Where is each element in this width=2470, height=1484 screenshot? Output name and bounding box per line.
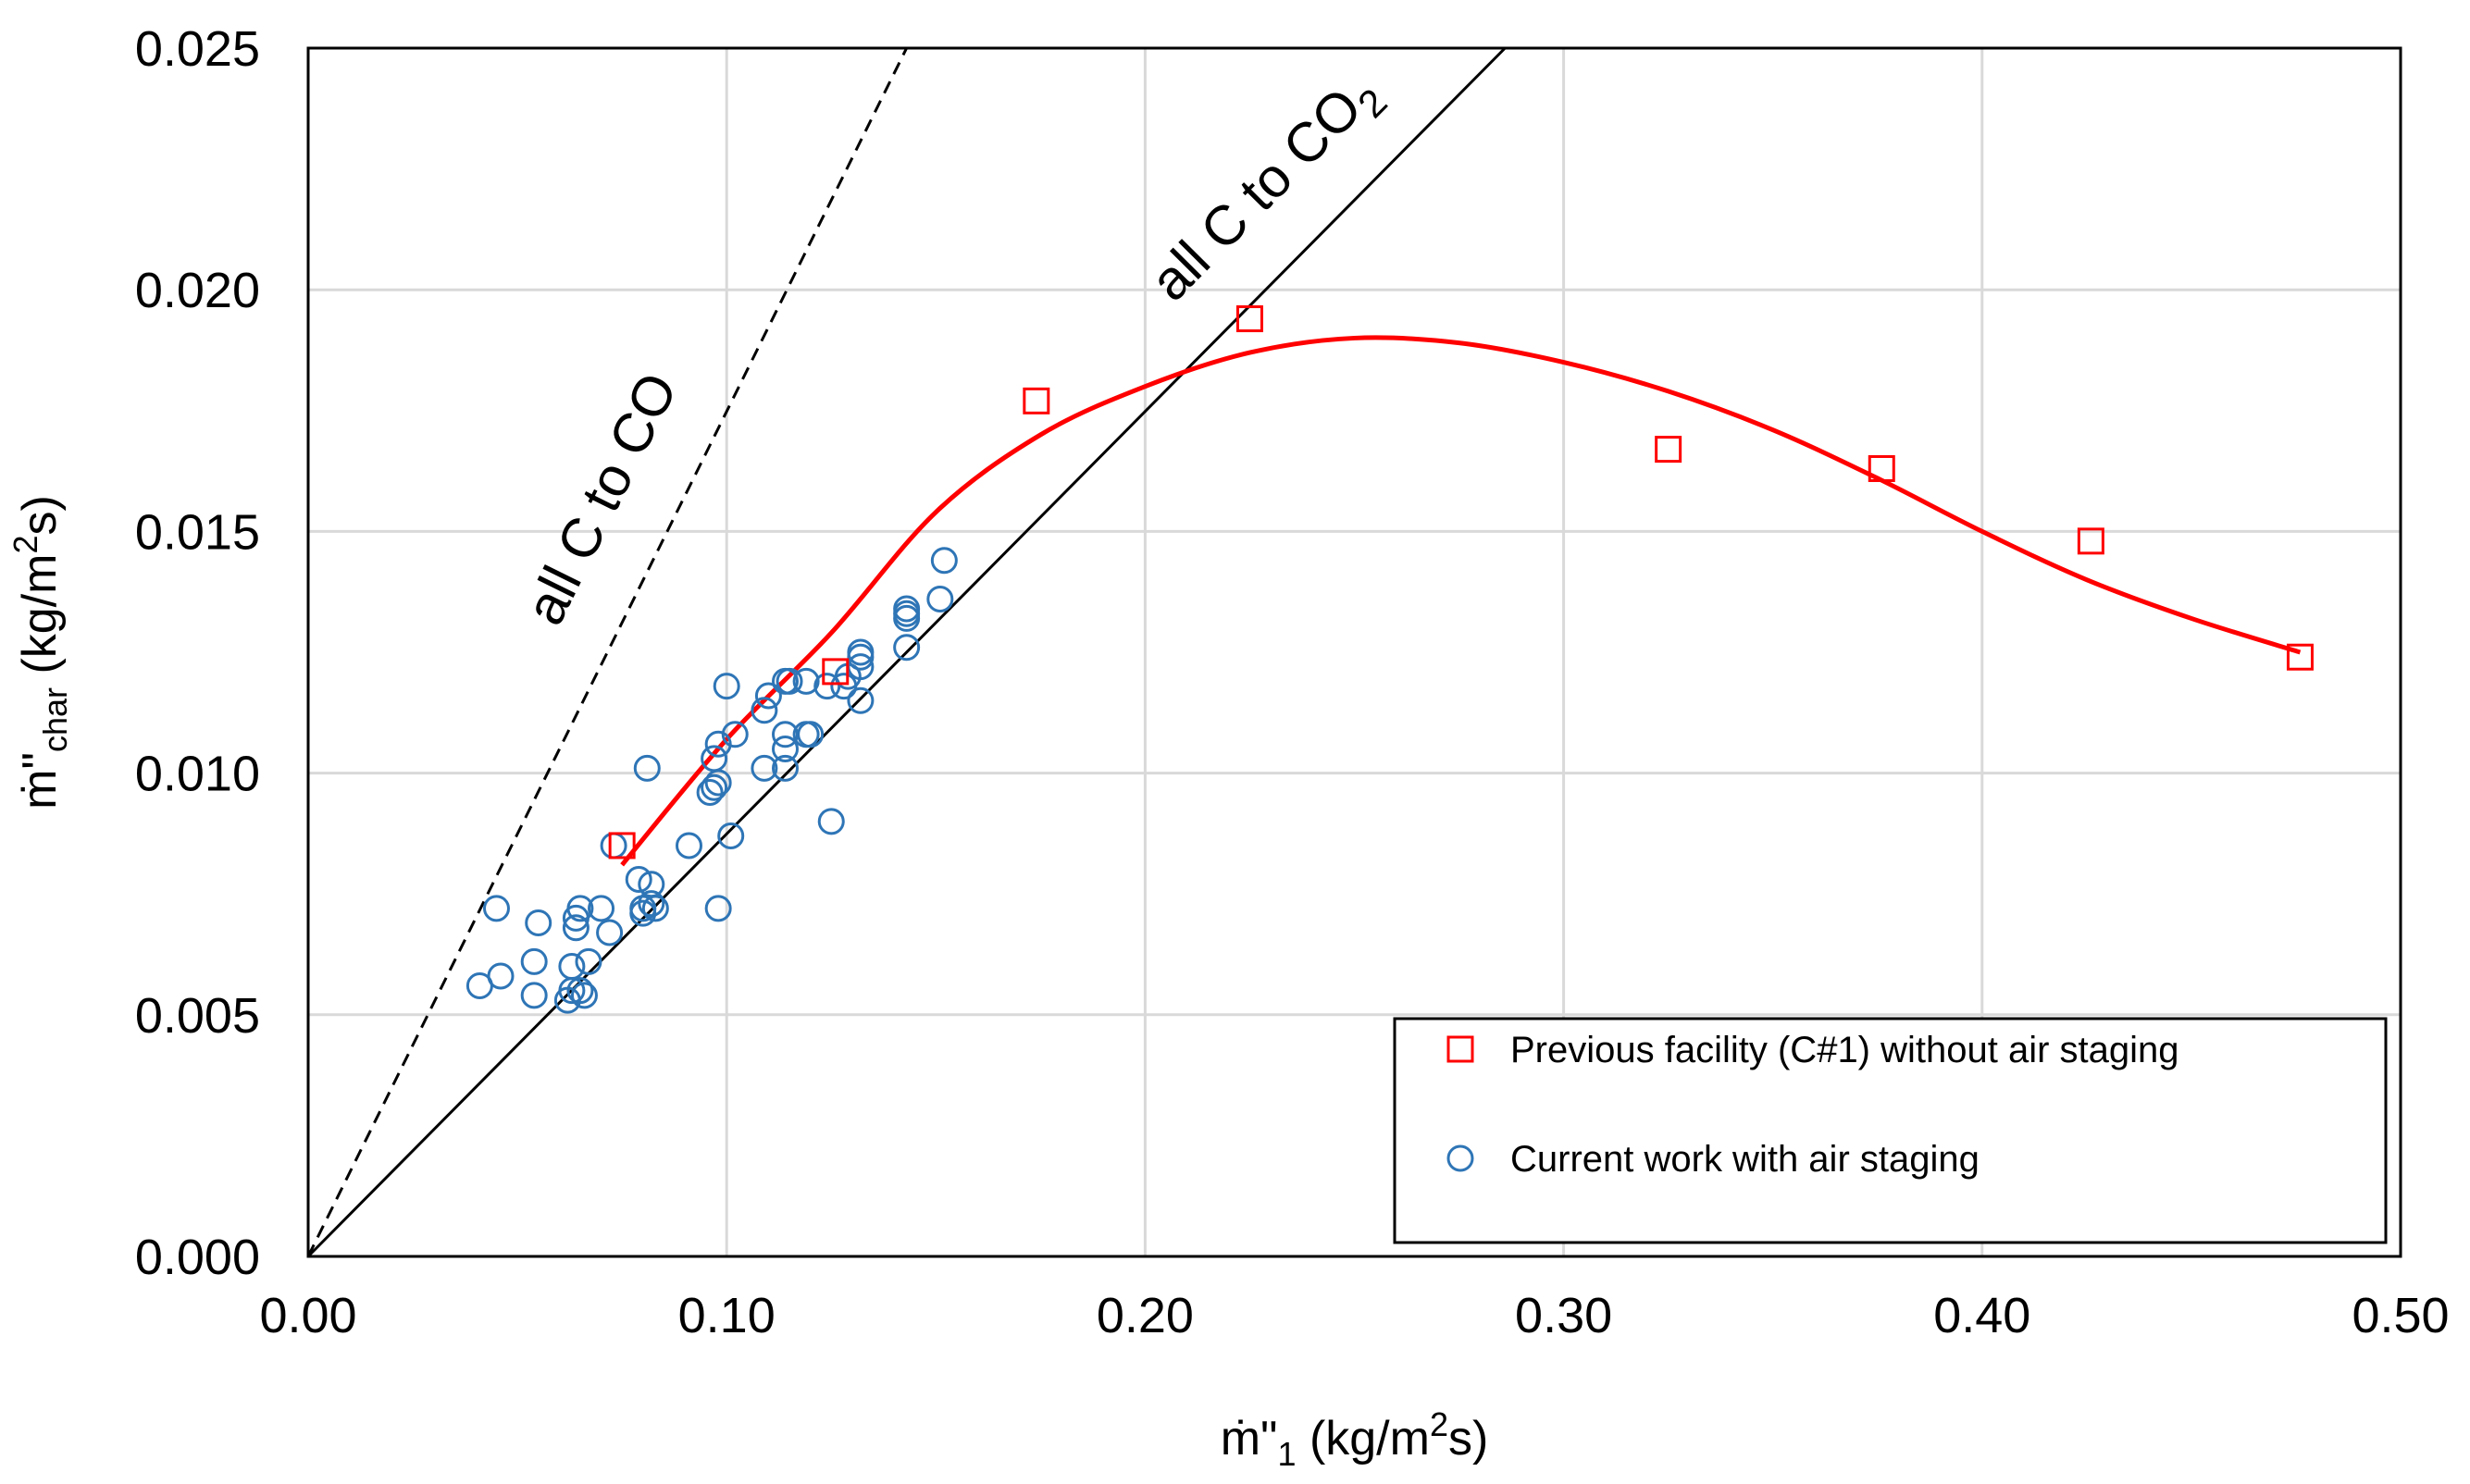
point-current-work xyxy=(520,982,548,1009)
point-current-work xyxy=(776,667,803,695)
x-axis-title-base: ṁ" xyxy=(1221,1412,1278,1465)
point-current-work xyxy=(792,667,820,695)
point-previous-facility xyxy=(822,658,850,686)
x-axis-title: ṁ"1 (kg/m2s) xyxy=(1221,1405,1489,1473)
point-current-work xyxy=(676,832,703,859)
point-current-work xyxy=(625,866,652,894)
point-current-work xyxy=(588,895,615,922)
legend-box xyxy=(1393,1017,2388,1244)
point-current-work xyxy=(566,895,594,922)
point-current-work xyxy=(772,735,800,762)
legend-label-previous-facility: Previous facility (C#1) without air stag… xyxy=(1510,1030,2179,1070)
point-previous-facility xyxy=(1235,305,1263,333)
point-current-work xyxy=(893,595,921,623)
plot-area-frame xyxy=(306,46,2402,1258)
point-current-work xyxy=(638,890,665,918)
x-tick-label: 0.00 xyxy=(259,1288,356,1343)
point-current-work xyxy=(482,895,510,922)
point-current-work xyxy=(847,638,875,666)
point-current-work xyxy=(562,914,590,942)
point-current-work xyxy=(487,962,515,990)
point-current-work xyxy=(525,909,552,937)
point-current-work xyxy=(817,808,845,835)
x-axis-title-sub: 1 xyxy=(1277,1435,1296,1473)
point-current-work xyxy=(797,721,825,748)
point-current-work xyxy=(633,754,661,782)
y-tick-label: 0.005 xyxy=(135,988,260,1044)
point-current-work xyxy=(701,773,728,801)
point-current-work xyxy=(596,919,624,946)
point-previous-facility xyxy=(1868,454,1895,482)
point-current-work xyxy=(696,778,724,806)
point-current-work xyxy=(704,769,732,797)
point-current-work xyxy=(847,686,875,714)
x-tick-label: 0.20 xyxy=(1097,1288,1194,1343)
fit-curve-group xyxy=(620,335,2302,867)
y-axis-title-sup: 2 xyxy=(6,536,44,554)
y-axis-title-units: (kg/m xyxy=(13,554,67,687)
point-current-work xyxy=(751,697,778,724)
x-axis-title-sup: 2 xyxy=(1430,1405,1448,1443)
x-axis-title-units-end: s) xyxy=(1448,1412,1488,1465)
point-current-work xyxy=(520,947,548,975)
x-tick-label: 0.30 xyxy=(1515,1288,1612,1343)
reference-line-co2 xyxy=(306,46,1507,1258)
legend-circle-marker xyxy=(1446,1144,1474,1172)
point-current-work xyxy=(930,547,958,575)
y-tick-label: 0.010 xyxy=(135,747,260,802)
y-axis-title-base: ṁ" xyxy=(13,752,67,810)
point-current-work xyxy=(641,895,669,922)
point-current-work xyxy=(713,673,740,700)
tick-labels: 0.00 0.10 0.20 0.30 0.40 0.50 0.000 0.005 0.010 0… xyxy=(135,21,2450,1343)
point-current-work xyxy=(575,947,602,975)
reference-lines xyxy=(306,46,1507,1258)
y-tick-label: 0.000 xyxy=(135,1230,260,1285)
y-tick-label: 0.020 xyxy=(135,263,260,318)
y-axis-title: ṁ"char (kg/m2s) xyxy=(6,495,74,810)
point-previous-facility xyxy=(608,832,636,859)
data-points xyxy=(465,305,2314,1014)
x-tick-label: 0.50 xyxy=(2352,1288,2449,1343)
legend: Previous facility (C#1) without air stag… xyxy=(1393,1017,2388,1244)
y-tick-label: 0.015 xyxy=(135,504,260,560)
point-current-work xyxy=(558,953,586,981)
point-current-work xyxy=(717,822,745,850)
y-axis-title-units-end: s) xyxy=(13,495,67,535)
point-previous-facility xyxy=(1655,436,1682,464)
point-current-work xyxy=(754,682,782,710)
legend-square-marker xyxy=(1446,1035,1474,1063)
x-axis-title-units: (kg/m xyxy=(1297,1412,1430,1465)
point-previous-facility xyxy=(2077,527,2104,555)
fit-curve-previous-facility xyxy=(620,335,2302,867)
point-current-work xyxy=(893,634,921,662)
point-current-work xyxy=(926,586,954,613)
point-current-work xyxy=(721,721,749,748)
point-current-work xyxy=(570,982,598,1009)
point-current-work xyxy=(772,754,800,782)
y-tick-label: 0.025 xyxy=(135,21,260,77)
x-tick-label: 0.10 xyxy=(678,1288,776,1343)
point-current-work xyxy=(704,895,732,922)
x-tick-label: 0.40 xyxy=(1933,1288,2030,1343)
point-current-work xyxy=(566,977,594,1005)
y-axis-title-sub: char xyxy=(36,687,74,752)
point-previous-facility xyxy=(1023,387,1050,414)
reference-line-co xyxy=(306,47,908,1257)
legend-label-current-work: Current work with air staging xyxy=(1510,1139,1980,1180)
point-current-work xyxy=(751,754,778,782)
point-previous-facility xyxy=(2286,643,2314,671)
